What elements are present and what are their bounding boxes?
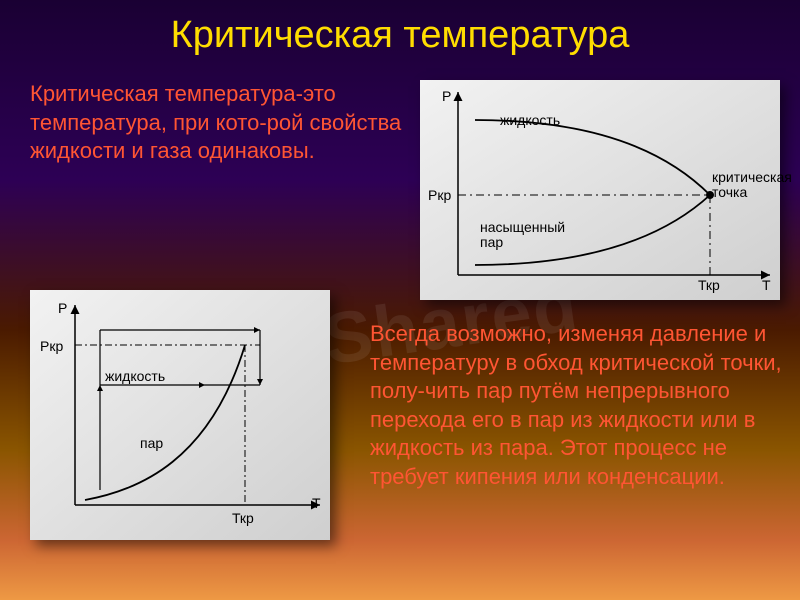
chart1-pkr-label: Ркр bbox=[428, 187, 451, 203]
page-title: Критическая температура bbox=[0, 0, 800, 57]
chart1-liquid-curve bbox=[475, 120, 710, 195]
chart2-vapor-label: пар bbox=[140, 435, 163, 451]
chart2-liquid-label: жидкость bbox=[105, 368, 165, 384]
chart2-pkr-label: Ркр bbox=[40, 338, 63, 354]
chart1-vapor-label: насыщенный пар bbox=[480, 220, 590, 251]
chart1-y-label: P bbox=[442, 88, 451, 104]
critical-point-diagram: P Т Ркр Ткр жидкость насыщенный пар крит… bbox=[420, 80, 780, 300]
chart2-svg bbox=[30, 290, 330, 540]
chart2-tkr-label: Ткр bbox=[232, 510, 254, 526]
chart1-liquid-label: жидкость bbox=[500, 112, 560, 128]
phase-path-diagram: P Т Ркр Ткр жидкость пар bbox=[30, 290, 330, 540]
chart2-y-label: P bbox=[58, 300, 67, 316]
explanation-text: Всегда возможно, изменяя давление и темп… bbox=[370, 320, 790, 492]
chart1-tkr-label: Ткр bbox=[698, 277, 720, 293]
chart1-x-label: Т bbox=[762, 277, 771, 293]
chart2-x-label: Т bbox=[312, 495, 321, 511]
chart1-critical-label: критическая точка bbox=[712, 170, 787, 201]
definition-text: Критическая температура-это температура,… bbox=[30, 80, 410, 166]
